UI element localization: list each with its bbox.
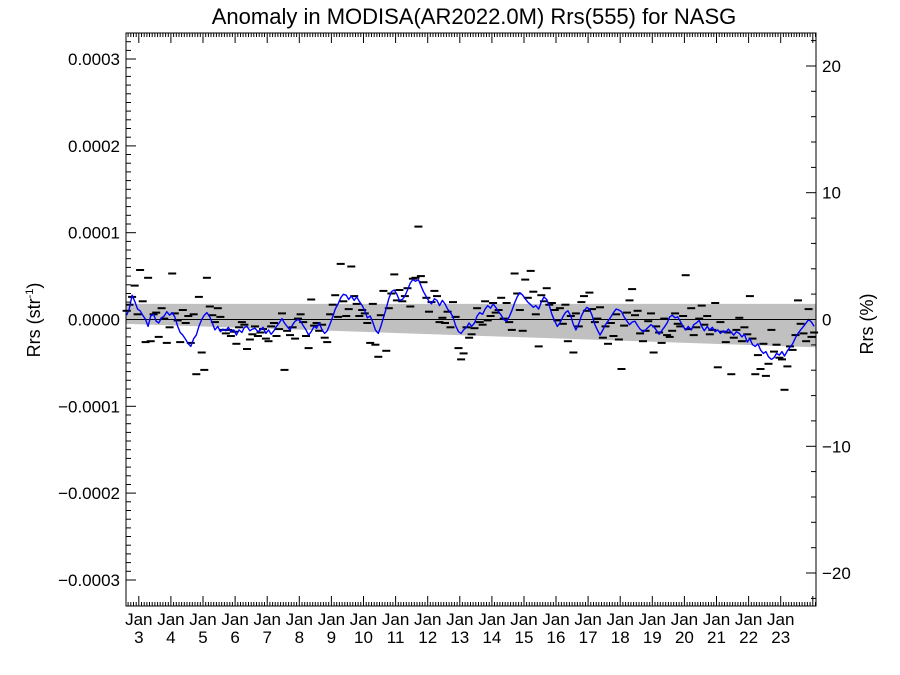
chart-title: Anomaly in MODISA(AR2022.0M) Rrs(555) fo… (212, 4, 737, 29)
x-tick-month-label: Jan (446, 610, 473, 629)
y2-tick-label: 20 (822, 57, 841, 76)
y2-tick-label: 10 (822, 184, 841, 203)
x-tick-year-label: 5 (198, 628, 207, 647)
x-tick-month-label: Jan (478, 610, 505, 629)
x-tick-year-label: 20 (675, 628, 694, 647)
x-tick-month-label: Jan (703, 610, 730, 629)
x-tick-month-label: Jan (221, 610, 248, 629)
x-tick-year-label: 8 (295, 628, 304, 647)
x-tick-month-label: Jan (671, 610, 698, 629)
axes-layer (125, 32, 817, 607)
bottom-tick-labels: Jan3Jan4Jan5Jan6Jan7Jan8Jan9Jan10Jan11Ja… (125, 610, 794, 647)
x-tick-year-label: 17 (579, 628, 598, 647)
x-tick-year-label: 3 (134, 628, 143, 647)
smoothed-anomaly-line (125, 278, 815, 361)
x-tick-month-label: Jan (639, 610, 666, 629)
x-tick-year-label: 6 (230, 628, 239, 647)
smoothed-anomaly-layer (125, 278, 815, 361)
x-tick-year-label: 11 (387, 628, 405, 647)
y-tick-label: −0.0003 (58, 571, 120, 590)
x-tick-year-label: 23 (771, 628, 790, 647)
x-tick-year-label: 7 (262, 628, 271, 647)
x-tick-month-label: Jan (189, 610, 216, 629)
x-tick-month-label: Jan (414, 610, 441, 629)
y-tick-label: 0.0000 (68, 311, 120, 330)
x-tick-month-label: Jan (382, 610, 409, 629)
x-tick-year-label: 21 (707, 628, 726, 647)
left-tick-labels: 0.0003 0.0002 0.0001 0.0000 −0.0001 −0.0002 −0… (58, 50, 120, 590)
x-tick-year-label: 13 (450, 628, 469, 647)
x-tick-year-label: 14 (482, 628, 501, 647)
x-tick-year-label: 4 (166, 628, 175, 647)
y-tick-label: −0.0001 (58, 397, 120, 416)
x-tick-year-label: 19 (643, 628, 662, 647)
x-tick-month-label: Jan (253, 610, 280, 629)
y2-tick-label: 0 (822, 311, 831, 330)
x-tick-month-label: Jan (350, 610, 377, 629)
x-tick-year-label: 15 (515, 628, 534, 647)
x-tick-month-label: Jan (510, 610, 537, 629)
y-tick-label: 0.0001 (68, 224, 120, 243)
y-tick-label: 0.0003 (68, 50, 120, 69)
y-axis-label-superscript: -1 (24, 289, 36, 299)
y-axis-label-close: ) (24, 283, 44, 289)
x-tick-year-label: 18 (611, 628, 630, 647)
x-tick-month-label: Jan (318, 610, 345, 629)
x-tick-year-label: 10 (354, 628, 373, 647)
y-axis-label-main: Rrs (str (24, 298, 44, 357)
x-tick-year-label: 12 (418, 628, 437, 647)
x-tick-month-label: Jan (735, 610, 762, 629)
y-tick-label: −0.0002 (58, 484, 120, 503)
x-tick-year-label: 22 (739, 628, 758, 647)
x-tick-month-label: Jan (606, 610, 633, 629)
x-tick-month-label: Jan (767, 610, 794, 629)
y2-tick-label: −10 (822, 437, 851, 456)
x-tick-year-label: 9 (327, 628, 336, 647)
x-tick-month-label: Jan (125, 610, 152, 629)
x-tick-month-label: Jan (542, 610, 569, 629)
x-tick-month-label: Jan (574, 610, 601, 629)
x-tick-month-label: Jan (157, 610, 184, 629)
x-tick-year-label: 16 (547, 628, 566, 647)
x-tick-month-label: Jan (286, 610, 313, 629)
y-tick-label: 0.0002 (68, 137, 120, 156)
y2-axis-label: Rrs (%) (857, 294, 877, 355)
right-tick-labels: 20 10 0 −10 −20 (822, 57, 851, 583)
y2-tick-label: −20 (822, 564, 851, 583)
y-axis-label: Rrs (str-1) (24, 283, 44, 358)
